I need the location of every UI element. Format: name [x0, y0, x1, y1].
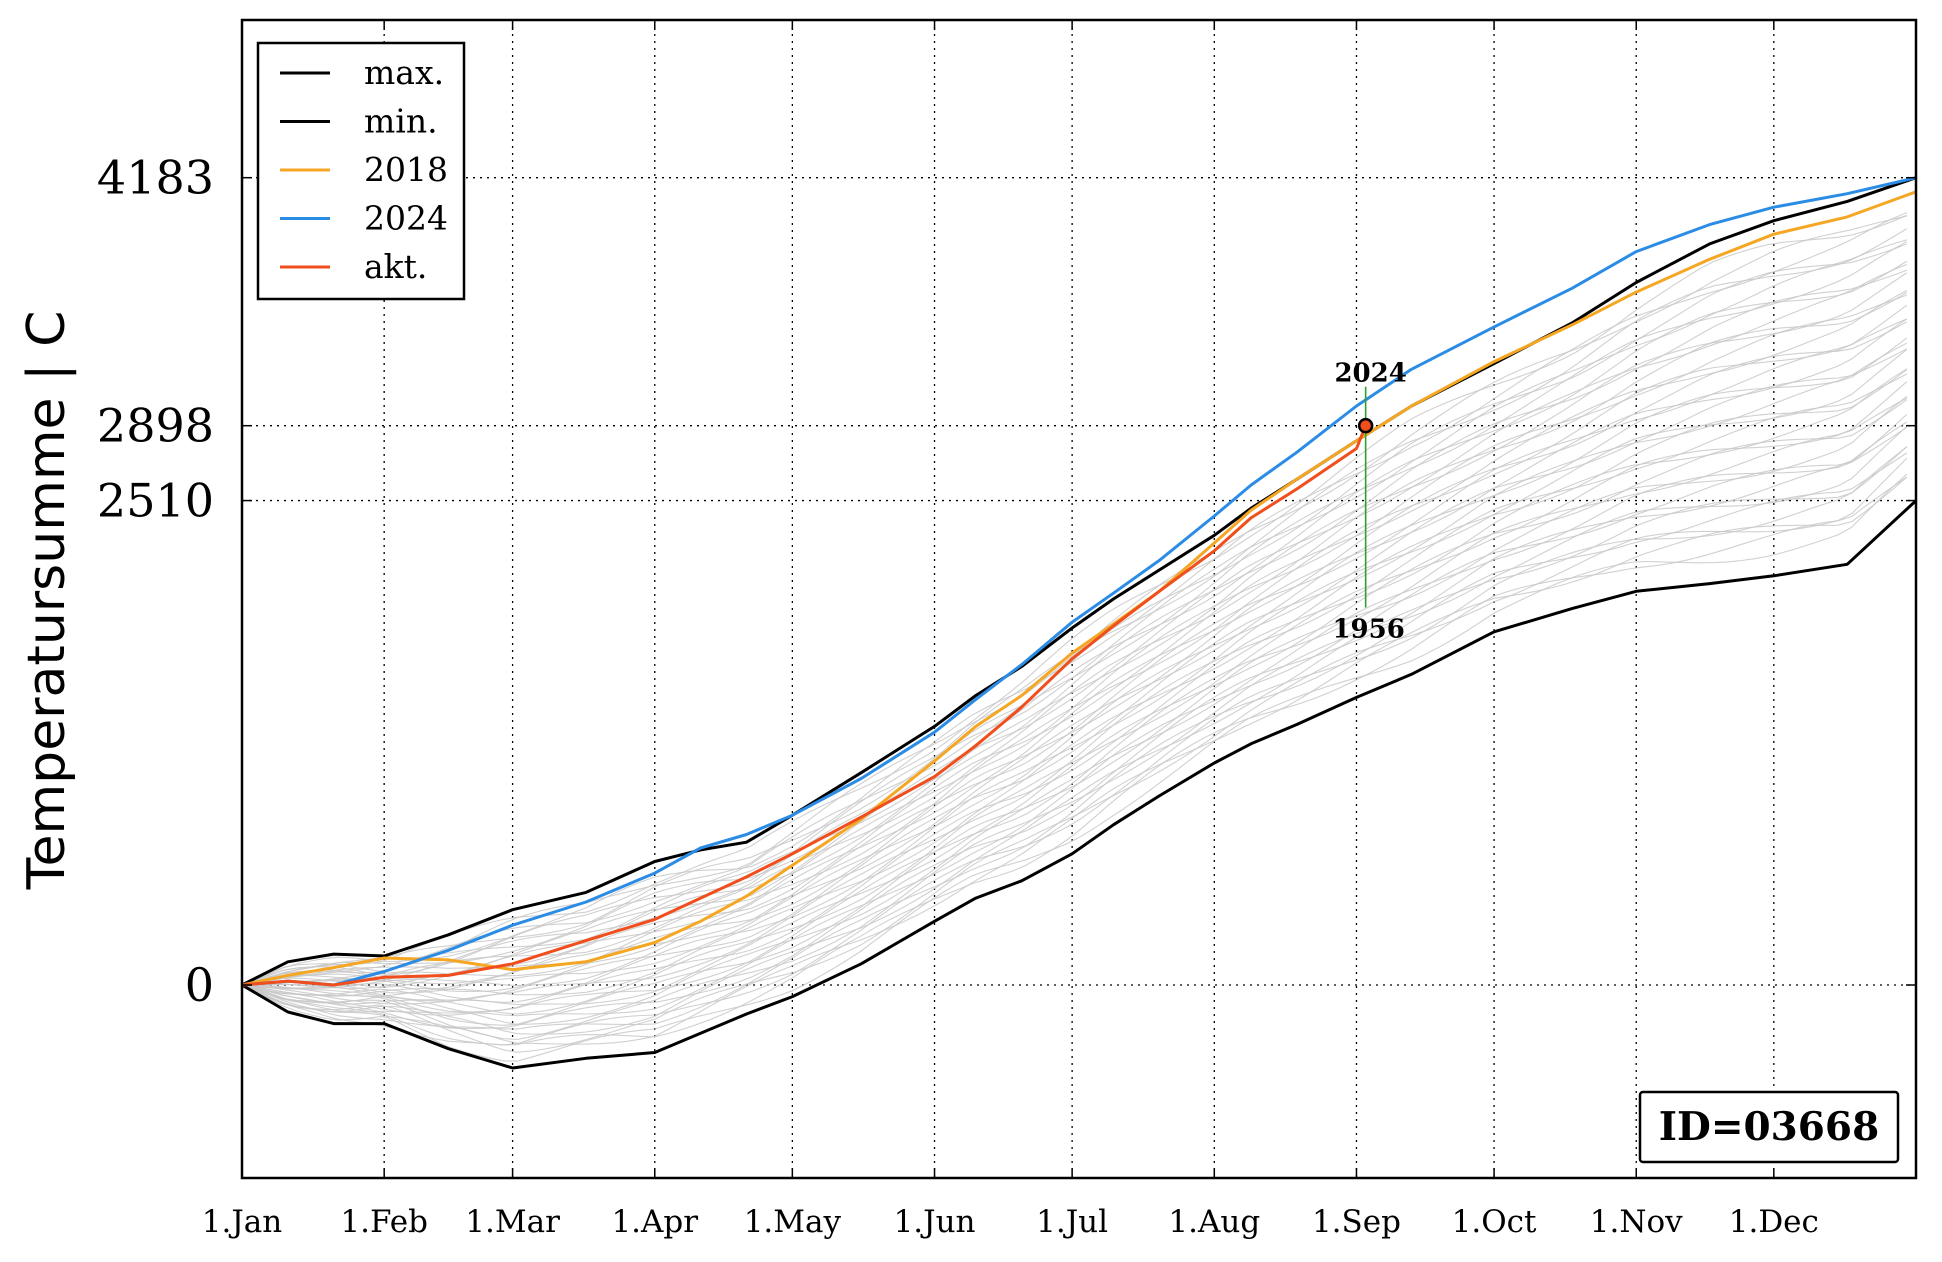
legend-entry-label: 2018	[364, 150, 448, 189]
x-tick-label: 1.Oct	[1452, 1204, 1537, 1240]
legend-entry-label: akt.	[364, 247, 427, 286]
background-year-curve	[241, 263, 1908, 986]
background-year-curve	[241, 318, 1908, 992]
annotation-group: 2024 1956	[1332, 359, 1406, 645]
annotation-top-label: 2024	[1334, 359, 1406, 389]
legend: max. min. 2018 2024 akt.	[256, 41, 466, 301]
background-year-curves	[241, 212, 1908, 1062]
x-tick-label: 1.Aug	[1168, 1204, 1260, 1240]
background-year-curve	[241, 446, 1908, 1046]
background-year-curve	[241, 294, 1907, 989]
background-year-curve	[241, 212, 1908, 986]
station-id-text: ID=03668	[1659, 1104, 1879, 1150]
background-year-curve	[241, 368, 1908, 1013]
series-line-max	[241, 176, 1917, 987]
x-tick-label: 1.Nov	[1590, 1204, 1683, 1240]
background-year-curve	[241, 476, 1908, 1046]
series-line-min	[241, 499, 1918, 1070]
plot-frame	[240, 18, 1918, 1180]
background-year-curve	[241, 269, 1907, 986]
background-year-curve	[241, 337, 1908, 990]
background-year-curve	[241, 426, 1908, 1017]
background-year-curve	[241, 397, 1908, 1016]
background-year-curve	[241, 348, 1908, 997]
y-axis-label: Temperatursumme | C	[17, 311, 77, 891]
background-year-curve	[241, 457, 1908, 1053]
annotation-bottom-label: 1956	[1332, 614, 1404, 644]
station-id-box: ID=03668	[1638, 1090, 1900, 1164]
current-value-marker	[1357, 417, 1374, 434]
x-tick-label: 1.Mar	[465, 1204, 560, 1240]
background-year-curve	[241, 243, 1908, 986]
y-tick-label: 0	[185, 958, 214, 1012]
background-year-curve	[241, 425, 1908, 1040]
y-tick-label: 2510	[97, 474, 214, 528]
x-tick-label: 1.May	[744, 1204, 842, 1240]
background-year-curve	[241, 381, 1908, 1015]
background-year-curve	[241, 452, 1908, 1030]
x-tick-label: 1.Feb	[340, 1204, 428, 1240]
background-year-curve	[241, 446, 1908, 1035]
axis-ticks	[241, 20, 1916, 1178]
x-tick-label: 1.Jan	[202, 1204, 282, 1240]
legend-entry-label: max.	[364, 53, 444, 92]
x-tick-label: 1.Sep	[1312, 1204, 1401, 1240]
x-tick-label: 1.Jun	[894, 1204, 976, 1240]
background-year-curve	[241, 292, 1908, 986]
station-id-frame	[1638, 1090, 1900, 1164]
series-line-2024	[241, 176, 1917, 987]
background-year-curve	[241, 413, 1908, 1025]
y-tick-label: 4183	[97, 151, 214, 205]
background-year-curve	[241, 349, 1908, 1003]
legend-entry-label: min.	[364, 102, 438, 141]
legend-entry-label: 2024	[364, 199, 448, 238]
background-year-curve	[241, 395, 1908, 1026]
background-year-curve	[241, 321, 1908, 989]
background-year-curve	[241, 373, 1908, 1005]
background-year-curve	[241, 369, 1908, 997]
x-tick-label: 1.Apr	[611, 1204, 698, 1240]
x-tick-label: 1.Jul	[1036, 1204, 1108, 1240]
series-lines	[241, 176, 1918, 1070]
series-line-2018	[241, 190, 1917, 987]
background-year-curve	[241, 342, 1908, 1002]
background-year-curve	[241, 272, 1908, 986]
x-tick-labels: 1.Jan 1.Feb 1.Mar 1.Apr 1.May 1.Jun 1.Jul 1.Aug…	[202, 1204, 1819, 1240]
background-year-curve	[241, 473, 1908, 1062]
y-tick-label: 2898	[97, 399, 214, 453]
background-year-curve	[241, 239, 1907, 986]
background-year-curve	[241, 260, 1908, 986]
x-tick-label: 1.Dec	[1729, 1204, 1819, 1240]
series-line-akt	[241, 425, 1367, 987]
y-tick-labels: 0 2510 2898 4183	[97, 151, 214, 1012]
background-year-curve	[241, 214, 1908, 986]
background-year-curve	[241, 399, 1908, 1006]
